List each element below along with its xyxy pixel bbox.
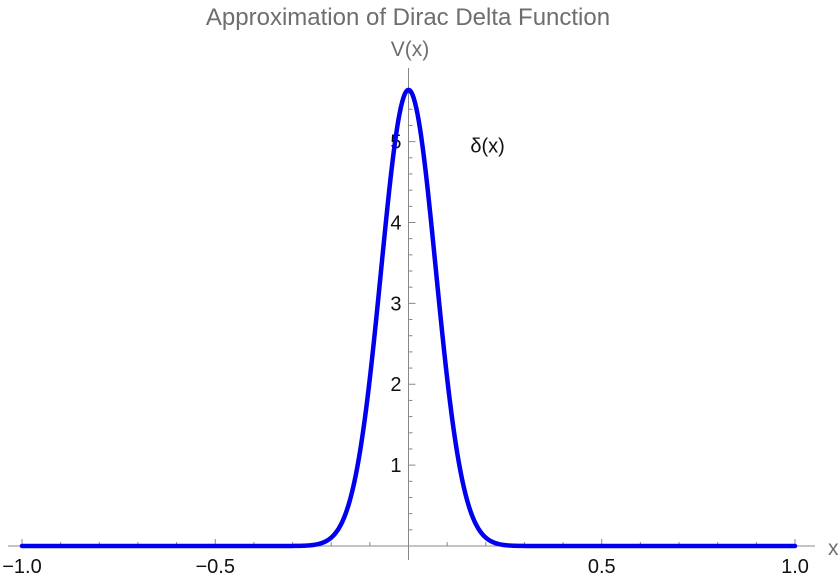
series-layer	[19, 87, 798, 549]
x-tick-label: −0.5	[196, 556, 235, 578]
x-tick-label: 0.5	[588, 556, 616, 578]
chart-title: Approximation of Dirac Delta Function	[206, 4, 610, 31]
y-tick-label: 3	[390, 293, 401, 315]
y-tick-label: 4	[390, 212, 401, 234]
y-axis-label: V(x)	[391, 38, 430, 61]
y-tick-label: 2	[390, 374, 401, 396]
x-axis-label: x	[828, 537, 839, 560]
x-tick-label: −1.0	[2, 556, 41, 578]
x-tick-label: 1.0	[781, 556, 809, 578]
delta-annotation: δ(x)	[470, 136, 504, 158]
y-tick-label: 1	[390, 455, 401, 477]
delta-curve-line	[19, 87, 798, 549]
